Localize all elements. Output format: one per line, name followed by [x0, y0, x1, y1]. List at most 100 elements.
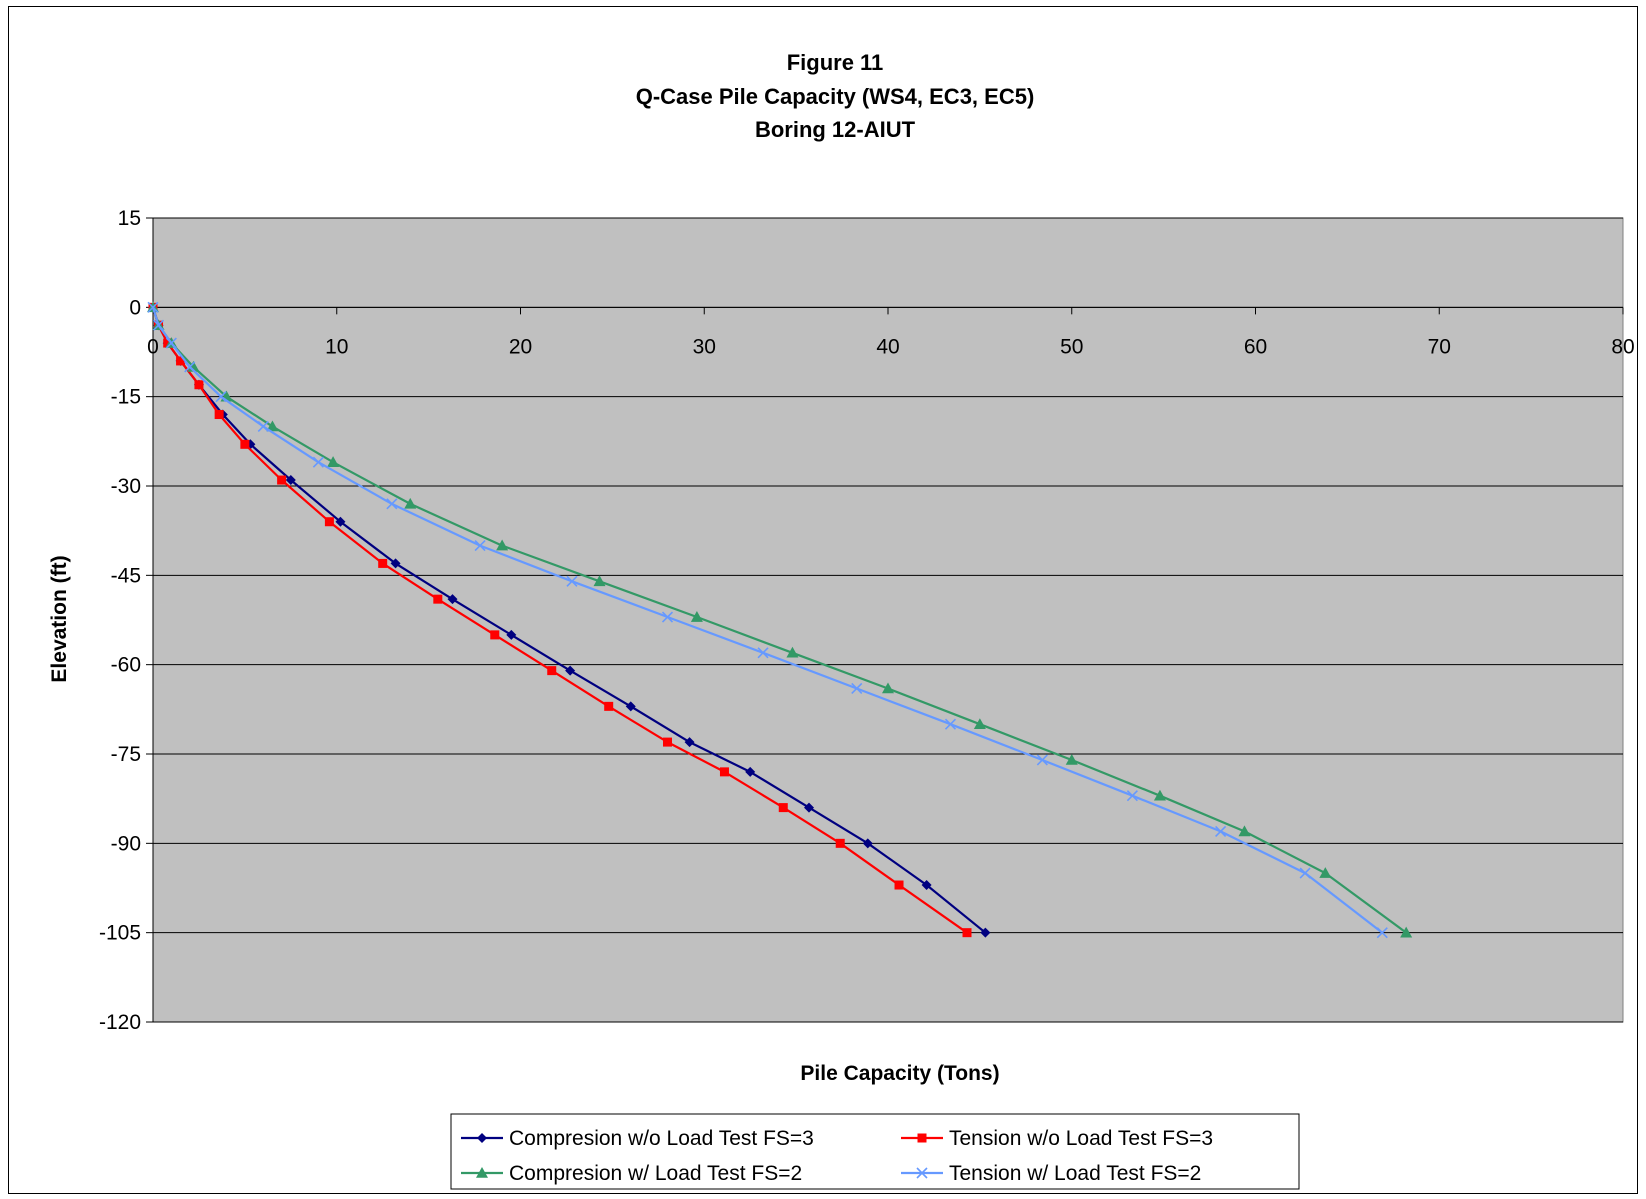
x-axis-title: Pile Capacity (Tons)	[800, 1062, 999, 1085]
series-3-point-17	[1299, 867, 1311, 879]
x-tick-label-4: 40	[876, 335, 899, 358]
chart-frame: Figure 11 Q-Case Pile Capacity (WS4, EC3…	[8, 6, 1638, 1194]
series-2-point-18	[1400, 926, 1413, 938]
legend-marker-0	[477, 1133, 487, 1143]
legend-label-0: Compresion w/o Load Test FS=3	[509, 1127, 814, 1150]
plot-background	[152, 217, 1624, 1023]
series-3-point-11	[757, 647, 769, 659]
plot-area: 15 0 -15 -30 -45 -60 -75 -90 -105 -120 0 10 20 30 40 50…	[99, 207, 1635, 1034]
x-tick-label-0: 0	[147, 335, 159, 358]
series-3-point-3	[184, 361, 196, 373]
series-2-point-7	[404, 497, 417, 509]
series-3-point-1	[152, 319, 165, 331]
chart-subtitle-line-2: Boring 12-AIUT	[755, 117, 916, 142]
series-0-point-11	[506, 629, 517, 640]
series-3-point-8	[474, 539, 486, 552]
y-tick-label-3: -30	[111, 475, 141, 498]
series-1-point-12	[547, 666, 557, 676]
legend-label-1: Tension w/o Load Test FS=3	[949, 1127, 1213, 1150]
series-2-point-8	[496, 539, 509, 551]
series-1-point-10	[433, 594, 443, 604]
series-3-point-5	[257, 420, 269, 433]
x-tick-label-8: 80	[1611, 335, 1634, 358]
legend-label-3: Tension w/ Load Test FS=2	[949, 1162, 1201, 1185]
y-axis-title: Elevation (ft)	[48, 555, 71, 682]
series-0-point-16	[803, 802, 814, 813]
y-tick-label-1: 0	[129, 296, 141, 319]
series-0-point-19	[980, 927, 991, 938]
x-tick-label-6: 60	[1244, 335, 1267, 358]
x-tick-label-7: 70	[1428, 335, 1451, 358]
series-2-point-9	[593, 575, 606, 587]
series-3-point-16	[1215, 825, 1227, 837]
series-0-point-8	[335, 516, 346, 527]
series-3-point-18	[1376, 927, 1388, 939]
series-0-point-14	[684, 737, 695, 748]
series-3-point-4	[215, 391, 227, 403]
series-3-point-0	[147, 301, 159, 313]
series-3-point-6	[312, 456, 324, 468]
series-2-point-10	[690, 611, 703, 622]
chart-svg: Figure 11 Q-Case Pile Capacity (WS4, EC3…	[48, 50, 1635, 1190]
series-1-point-9	[378, 558, 388, 568]
series-0-point-17	[862, 838, 873, 849]
series-1-point-8	[324, 517, 334, 527]
series-3-point-12	[851, 682, 863, 695]
x-tick-label-5: 50	[1060, 335, 1083, 358]
y-tick-label-2: -15	[111, 386, 141, 409]
legend: Compresion w/o Load Test FS=3 Tension w/o…	[450, 1113, 1300, 1190]
series-2-point-15	[1153, 789, 1166, 801]
series-3-point-15	[1126, 790, 1138, 802]
series-3-point-7	[386, 498, 398, 510]
series-2-point-13	[973, 718, 986, 730]
y-tick-label-0: 15	[118, 207, 141, 230]
legend-marker-2	[476, 1167, 488, 1178]
legend-label-2: Compresion w/ Load Test FS=2	[509, 1162, 802, 1185]
series-3-point-2	[165, 337, 177, 349]
series-1-point-14	[663, 737, 672, 747]
series-0-point-9	[390, 558, 401, 569]
series-1-point-3	[176, 356, 186, 366]
legend-box	[450, 1113, 1300, 1190]
series-3-point-9	[566, 575, 578, 587]
series-1-point-19	[962, 928, 972, 938]
y-tick-label-7: -90	[111, 832, 141, 855]
series-1-point-7	[277, 475, 287, 485]
series-2-point-17	[1319, 867, 1332, 878]
y-tick-label-5: -60	[111, 654, 141, 677]
legend-marker-1	[917, 1133, 927, 1143]
series-1-point-6	[240, 439, 250, 449]
chart-subtitle-line-1: Q-Case Pile Capacity (WS4, EC3, EC5)	[636, 84, 1035, 109]
x-tick-label-3: 30	[693, 335, 716, 358]
y-tick-label-9: -120	[99, 1011, 141, 1034]
series-1-point-15	[719, 767, 729, 777]
series-1-point-11	[490, 630, 500, 640]
series-1-point-16	[778, 803, 788, 813]
series-1-point-5	[214, 410, 224, 420]
series-1-point-18	[894, 880, 904, 890]
series-2-point-16	[1238, 825, 1251, 837]
series-0-point-7	[285, 475, 296, 486]
series-0-point-13	[625, 701, 636, 712]
x-tick-label-2: 20	[509, 335, 532, 358]
series-2-point-11	[786, 646, 799, 658]
y-tick-label-6: -75	[111, 743, 141, 766]
series-3-point-13	[944, 718, 957, 730]
series-2-point-5	[266, 420, 279, 432]
series-3-point-10	[661, 611, 674, 623]
series-0-point-12	[565, 665, 576, 676]
series-0-point-10	[447, 594, 458, 605]
series-0-point-18	[921, 880, 932, 891]
series-1-point-2	[163, 338, 173, 348]
series-0-point-15	[745, 766, 756, 777]
x-tick-label-1: 10	[325, 335, 348, 358]
chart-title: Figure 11	[787, 50, 884, 75]
series-1-point-4	[194, 380, 204, 390]
series-3-point-14	[1036, 754, 1048, 766]
y-tick-label-4: -45	[111, 564, 141, 587]
series-1-point-17	[835, 838, 845, 848]
series-2-point-14	[1065, 753, 1078, 765]
legend-marker-3	[916, 1167, 928, 1179]
series-2-point-12	[882, 682, 894, 694]
series-2-point-6	[327, 456, 340, 467]
